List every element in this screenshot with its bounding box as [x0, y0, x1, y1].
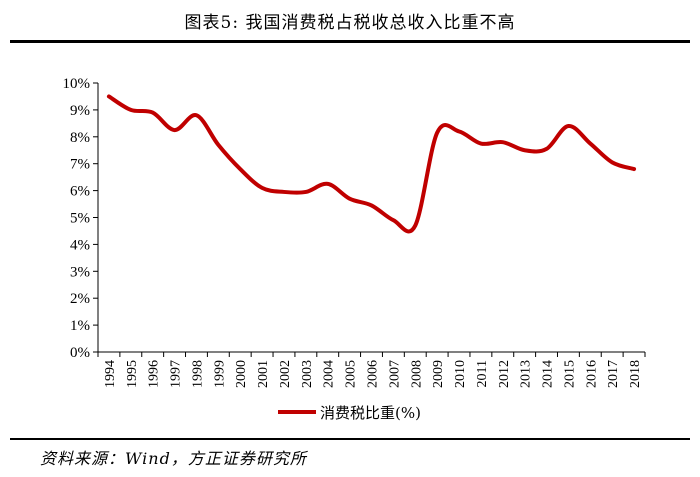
x-tick-label: 2003 — [300, 360, 315, 388]
data-point — [151, 111, 155, 115]
x-tick-label: 2002 — [278, 360, 293, 388]
y-tick-label: 0% — [70, 345, 90, 361]
data-point — [501, 140, 505, 144]
x-tick-label: 2010 — [453, 360, 468, 388]
x-tick-label: 1997 — [169, 360, 184, 388]
x-tick-label: 2005 — [344, 360, 359, 388]
series-line — [106, 94, 637, 234]
data-point — [588, 142, 592, 146]
data-point — [370, 203, 374, 207]
y-tick-label: 9% — [70, 103, 90, 119]
x-tick-label: 2000 — [234, 360, 249, 388]
data-point — [457, 129, 461, 133]
data-point — [129, 108, 133, 112]
y-tick-label: 8% — [70, 130, 90, 146]
data-point — [435, 131, 439, 135]
footer-rule — [10, 438, 690, 440]
data-point — [107, 94, 111, 98]
x-tick-label: 2013 — [519, 360, 534, 388]
x-tick-label: 2008 — [409, 360, 424, 388]
y-tick-label: 1% — [70, 318, 90, 334]
y-tick-label: 5% — [70, 211, 90, 227]
data-point — [413, 224, 417, 228]
x-tick-label: 1996 — [147, 360, 162, 388]
y-tick-label: 7% — [70, 157, 90, 173]
x-tick-label: 2014 — [541, 360, 556, 388]
data-point — [479, 142, 483, 146]
x-tick-label: 2011 — [475, 360, 490, 387]
source-note: 资料来源：Wind，方正证券研究所 — [40, 449, 307, 468]
data-point — [566, 124, 570, 128]
data-point — [260, 186, 264, 190]
data-point — [545, 147, 549, 151]
title-rule — [10, 40, 690, 43]
x-tick-label: 2001 — [256, 360, 271, 388]
data-point — [216, 143, 220, 147]
x-tick-label: 2016 — [584, 360, 599, 388]
y-tick-label: 6% — [70, 184, 90, 200]
x-tick-label: 2017 — [606, 360, 621, 388]
y-tick-label: 10% — [63, 76, 91, 92]
x-tick-label: 2015 — [562, 360, 577, 388]
x-tick-label: 2009 — [431, 360, 446, 388]
x-tick-label: 2006 — [366, 360, 381, 388]
y-tick-label: 2% — [70, 291, 90, 307]
y-tick-label: 3% — [70, 264, 90, 280]
data-point — [173, 128, 177, 132]
data-point — [304, 190, 308, 194]
x-tick-label: 1995 — [125, 360, 140, 388]
legend-label: 消费税比重(%) — [320, 404, 421, 422]
data-point — [391, 218, 395, 222]
data-point — [610, 160, 614, 164]
x-tick-label: 1998 — [190, 360, 205, 388]
x-tick-label: 2007 — [387, 360, 402, 388]
x-tick-label: 1999 — [212, 360, 227, 388]
x-tick-label: 2018 — [628, 360, 643, 388]
x-tick-label: 1994 — [103, 360, 118, 388]
data-point — [238, 167, 242, 171]
data-point — [326, 182, 330, 186]
data-point — [348, 197, 352, 201]
chart-title: 图表5: 我国消费税占税收总收入比重不高 — [184, 13, 516, 33]
x-tick-label: 2004 — [322, 360, 337, 388]
y-tick-label: 4% — [70, 237, 90, 253]
x-tick-label: 2012 — [497, 360, 512, 388]
data-point — [282, 190, 286, 194]
data-point — [194, 113, 198, 117]
data-point — [632, 167, 636, 171]
data-point — [523, 148, 527, 152]
